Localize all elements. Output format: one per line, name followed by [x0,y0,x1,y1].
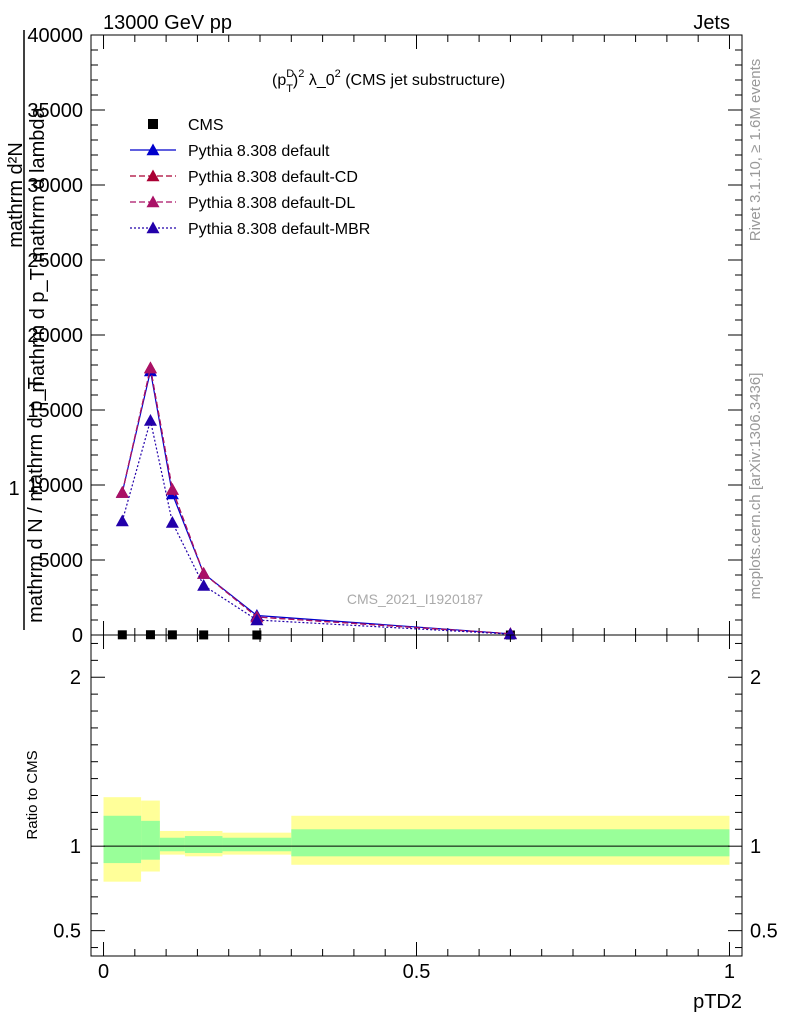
plot-title-rest-sup: 2 [335,68,341,80]
series-point [115,514,129,527]
header-process-label: Jets [693,12,730,34]
y-tick-label: 15000 [27,400,83,422]
x-tick-label: 0 [98,961,109,983]
x-axis-label: pTD2 [693,991,742,1013]
legend-label: CMS [188,117,224,134]
ratio-y-tick-label-right: 1 [750,836,761,858]
header-energy-label: 13000 GeV pp [103,12,232,34]
legend-label: Pythia 8.308 default [188,143,330,160]
legend-item: CMS [148,117,224,134]
series-point [250,613,264,626]
ratio-y-axis: 0.5 0.5 1 1 2 2 [53,642,778,949]
plot-title-sup2: 2 [298,68,304,80]
series-point [197,567,211,579]
legend-item: Pythia 8.308 default-MBR [130,221,370,238]
legend-marker-triangle [146,221,160,234]
y-axis-label-bottom: mathrm d N / mathrm d p_T [25,377,47,623]
series-point [503,627,517,640]
legend-marker-square [148,119,158,129]
ratio-y-tick-label-right: 2 [750,667,761,689]
series-point [115,486,129,498]
series-4 [115,414,517,640]
legend-item: Pythia 8.308 default-CD [130,169,358,186]
ratio-y-tick-label: 0.5 [53,921,81,943]
plot-title-open: (p [272,72,286,89]
ratio-y-tick-label: 1 [70,836,81,858]
legend-item: Pythia 8.308 default [130,143,330,160]
y-tick-label: 35000 [27,100,83,122]
ratio-band-green [291,829,730,857]
ratio-bands [103,797,730,882]
ratio-y-axis-label: Ratio to CMS [24,750,41,839]
series-line [121,367,511,635]
mcplots-label: mcplots.cern.ch [arXiv:1306.3436] [747,373,764,600]
series-point [165,516,179,528]
ratio-plot-frame [90,634,743,957]
plot-title: (pD T)2 λ_02 (CMS jet substructure) [272,68,505,95]
ratio-band-green [103,815,142,864]
ratio-band-green [184,836,223,853]
series-point [165,483,179,495]
main-y-axis: 0 5000 10000 15000 20000 25000 30000 35000 40000 [27,25,742,647]
y-axis-label-one: 1 [8,478,19,500]
plot-title-sub: T [286,83,293,95]
x-tick-label: 1 [724,961,735,983]
legend-item: Pythia 8.308 default-DL [130,195,355,212]
main-plot: 0 5000 10000 15000 20000 25000 30000 35000 40000… [5,25,743,647]
plot-title-rest: λ_0 [304,72,334,89]
plot-title-close: ) [293,72,298,89]
legend-marker-triangle [146,143,160,156]
ratio-y-tick-label-right: 0.5 [750,921,778,943]
ratio-band-green [141,820,160,860]
series-point [143,414,157,426]
legend-label: Pythia 8.308 default-MBR [188,221,370,238]
rivet-version-label: Rivet 3.1.10, ≥ 1.6M events [747,59,764,242]
y-tick-label: 5000 [39,550,84,572]
y-axis-label-mid: mathrm d p_T mathrm d lambda [27,106,49,392]
y-axis-label-top: mathrm d²N [5,142,27,248]
legend-label: Pythia 8.308 default-DL [188,195,355,212]
y-tick-label: 0 [72,625,83,647]
series-point [143,361,157,374]
y-tick-label: 25000 [27,250,83,272]
legend-marker-triangle [146,195,160,208]
ratio-y-tick-label: 2 [70,667,81,689]
watermark-label: CMS_2021_I1920187 [347,591,483,607]
y-tick-label: 40000 [27,25,83,47]
legend-label: Pythia 8.308 default-CD [188,169,358,186]
ratio-x-axis: 0 0.5 1 [98,635,735,983]
series-point [197,579,211,591]
plot-title-sup: D [286,68,294,80]
y-tick-label: 30000 [27,175,83,197]
y-tick-label: 20000 [27,325,83,347]
legend-marker-triangle [146,169,160,182]
ratio-band-green [222,837,292,852]
series-line [121,420,511,635]
y-tick-label: 10000 [27,475,83,497]
legend: CMS Pythia 8.308 default Pythia 8.308 defa… [130,117,370,238]
plot-title-tail: (CMS jet substructure) [341,72,505,89]
ratio-plot: 0.5 0.51 12 2 0 0.5 1 Ratio to CMS pTD2 [24,634,778,1013]
ratio-band-green [159,837,185,852]
x-tick-label: 0.5 [403,961,431,983]
